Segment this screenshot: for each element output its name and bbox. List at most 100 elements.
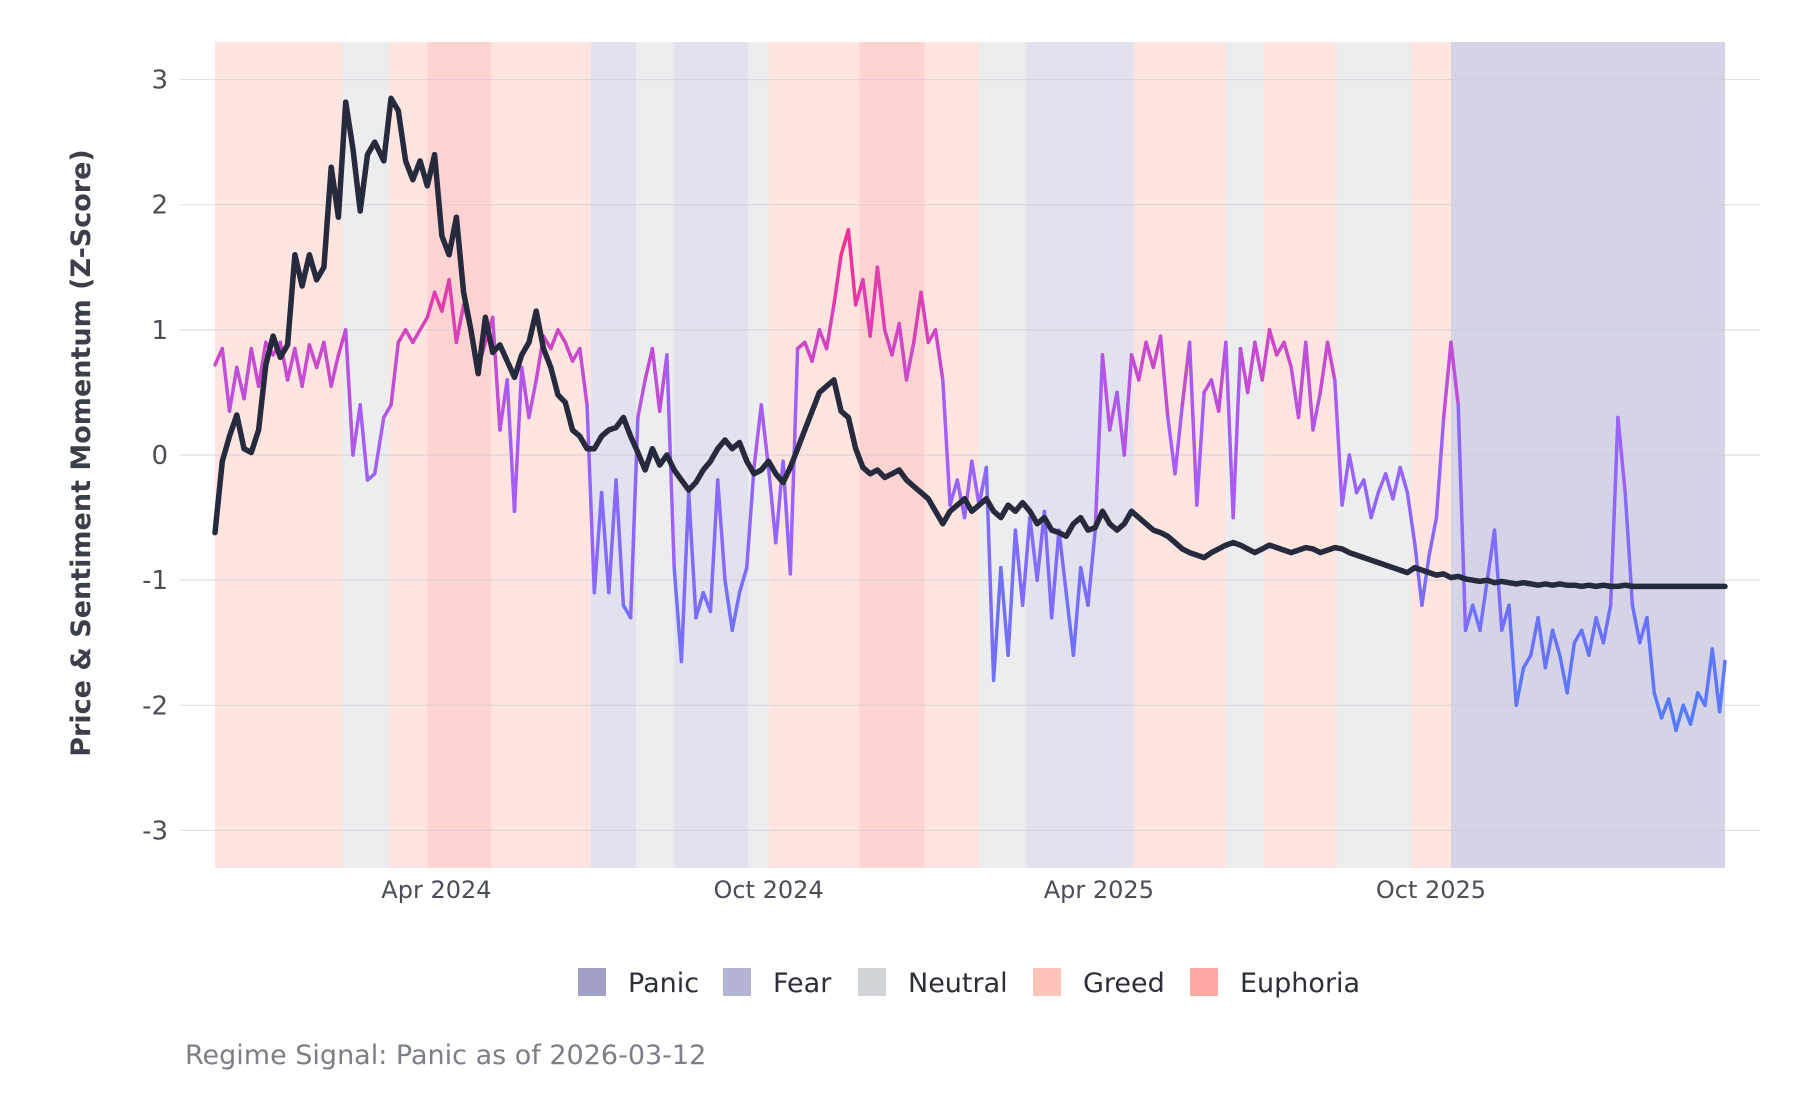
sentiment-segment (948, 478, 960, 507)
sentiment-segment (418, 315, 430, 332)
sentiment-segment (1616, 415, 1627, 495)
y-axis-ticks: -3 -2 -1 0 1 2 3 (142, 66, 168, 847)
sentiment-segment (403, 328, 415, 345)
legend-label-greed: Greed (1083, 968, 1165, 999)
sentiment-segment (1434, 415, 1446, 520)
sentiment-segment (599, 490, 611, 595)
legend-swatch-greed (1033, 968, 1061, 996)
sentiment-segment (1318, 340, 1330, 395)
sentiment-segment (1507, 603, 1519, 708)
sentiment-segment (897, 321, 909, 382)
sentiment-segment (810, 328, 822, 363)
sentiment-segment (1456, 403, 1468, 632)
sentiment-segment (1703, 647, 1715, 708)
sentiment-segment (672, 565, 684, 664)
sentiment-segment (1601, 603, 1613, 645)
sentiment-segment (1195, 390, 1206, 507)
sentiment-segment (1521, 653, 1533, 670)
sentiment-segment (1187, 340, 1199, 507)
sentiment-segment (686, 490, 698, 620)
sentiment-segment (1681, 703, 1693, 726)
sentiment-segment (1238, 346, 1250, 395)
sentiment-segment (1013, 528, 1025, 607)
sentiment-segment (803, 340, 814, 363)
sentiment-segment (970, 459, 981, 507)
x-tick-label: Oct 2024 (713, 876, 823, 904)
sentiment-segment (235, 365, 246, 401)
sentiment-segment (1006, 528, 1018, 657)
sentiment-segment (1536, 615, 1548, 670)
sentiment-segment (904, 340, 916, 382)
sentiment-segment (1405, 490, 1417, 545)
y-tick-label: -3 (142, 816, 168, 846)
sentiment-segment (1369, 490, 1381, 520)
price-series (212, 95, 1728, 590)
x-axis-ticks: Apr 2024 Oct 2024 Apr 2025 Oct 2025 (381, 876, 1486, 904)
sentiment-segment (1049, 528, 1061, 620)
sentiment-segment (636, 378, 647, 420)
sentiment-segment (300, 343, 312, 388)
sentiment-segment (1412, 540, 1424, 607)
sentiment-segment (1449, 340, 1460, 407)
sentiment-segment (1485, 528, 1497, 582)
sentiment-segment (643, 346, 655, 382)
sentiment-segment (1441, 340, 1453, 420)
sentiment-segment (1674, 703, 1686, 733)
sentiment-segment (890, 321, 901, 357)
sentiment-segment (541, 334, 553, 351)
sentiment-segment (411, 328, 422, 345)
sentiment-segment (1253, 340, 1264, 382)
sentiment-segment (941, 378, 952, 507)
sentiment-segment (1311, 390, 1323, 432)
sentiment-segment (730, 590, 742, 632)
sentiment-segment (351, 403, 362, 457)
sentiment-segment (1137, 340, 1148, 382)
sentiment-segment (1427, 515, 1439, 557)
sentiment-segment (1086, 528, 1097, 607)
sentiment-segment (1020, 515, 1032, 607)
sentiment-segment (766, 465, 778, 545)
sentiment-segment (1158, 334, 1170, 420)
sentiment-segment (1529, 615, 1540, 657)
sentiment-segment (1630, 603, 1642, 645)
sentiment-segment (512, 365, 524, 514)
sentiment-segment (1035, 509, 1047, 582)
sentiment-segment (1645, 615, 1656, 695)
sentiment-segment (293, 346, 304, 388)
sentiment-segment (447, 278, 459, 345)
y-tick-label: 2 (151, 191, 168, 221)
sentiment-segment (490, 315, 502, 432)
sentiment-segment (314, 340, 326, 370)
sentiment-segment (389, 340, 401, 407)
legend-label-neutral: Neutral (908, 968, 1008, 999)
y-tick-label: 3 (151, 66, 168, 96)
sentiment-segment (745, 465, 756, 570)
sentiment-segment (694, 590, 705, 620)
sentiment-segment (1594, 615, 1606, 645)
sentiment-segment (1115, 390, 1127, 457)
sentiment-segment (372, 415, 386, 476)
sentiment-segment (307, 343, 319, 370)
sentiment-segment (578, 346, 589, 407)
sentiment-segment (1260, 328, 1272, 382)
sentiment-segment (1333, 378, 1344, 507)
sentiment-segment (382, 403, 393, 420)
sentiment-segment (614, 478, 626, 607)
sentiment-segment (1325, 340, 1337, 382)
regime-caption: Regime Signal: Panic as of 2026-03-12 (185, 1040, 707, 1071)
price-momentum-line (212, 95, 1728, 590)
sentiment-segment (1362, 478, 1373, 520)
sentiment-segment (919, 290, 931, 345)
sentiment-segment (1289, 365, 1301, 420)
sentiment-segment (1057, 528, 1068, 595)
sentiment-segment (1608, 415, 1620, 607)
sentiment-segment (708, 478, 720, 614)
sentiment-segment (256, 340, 268, 388)
sentiment-segment (1144, 340, 1156, 370)
sentiment-segment (549, 328, 560, 351)
sentiment-segment (759, 403, 771, 470)
sentiment-segment (1028, 515, 1039, 582)
y-tick-label: 0 (151, 441, 168, 471)
